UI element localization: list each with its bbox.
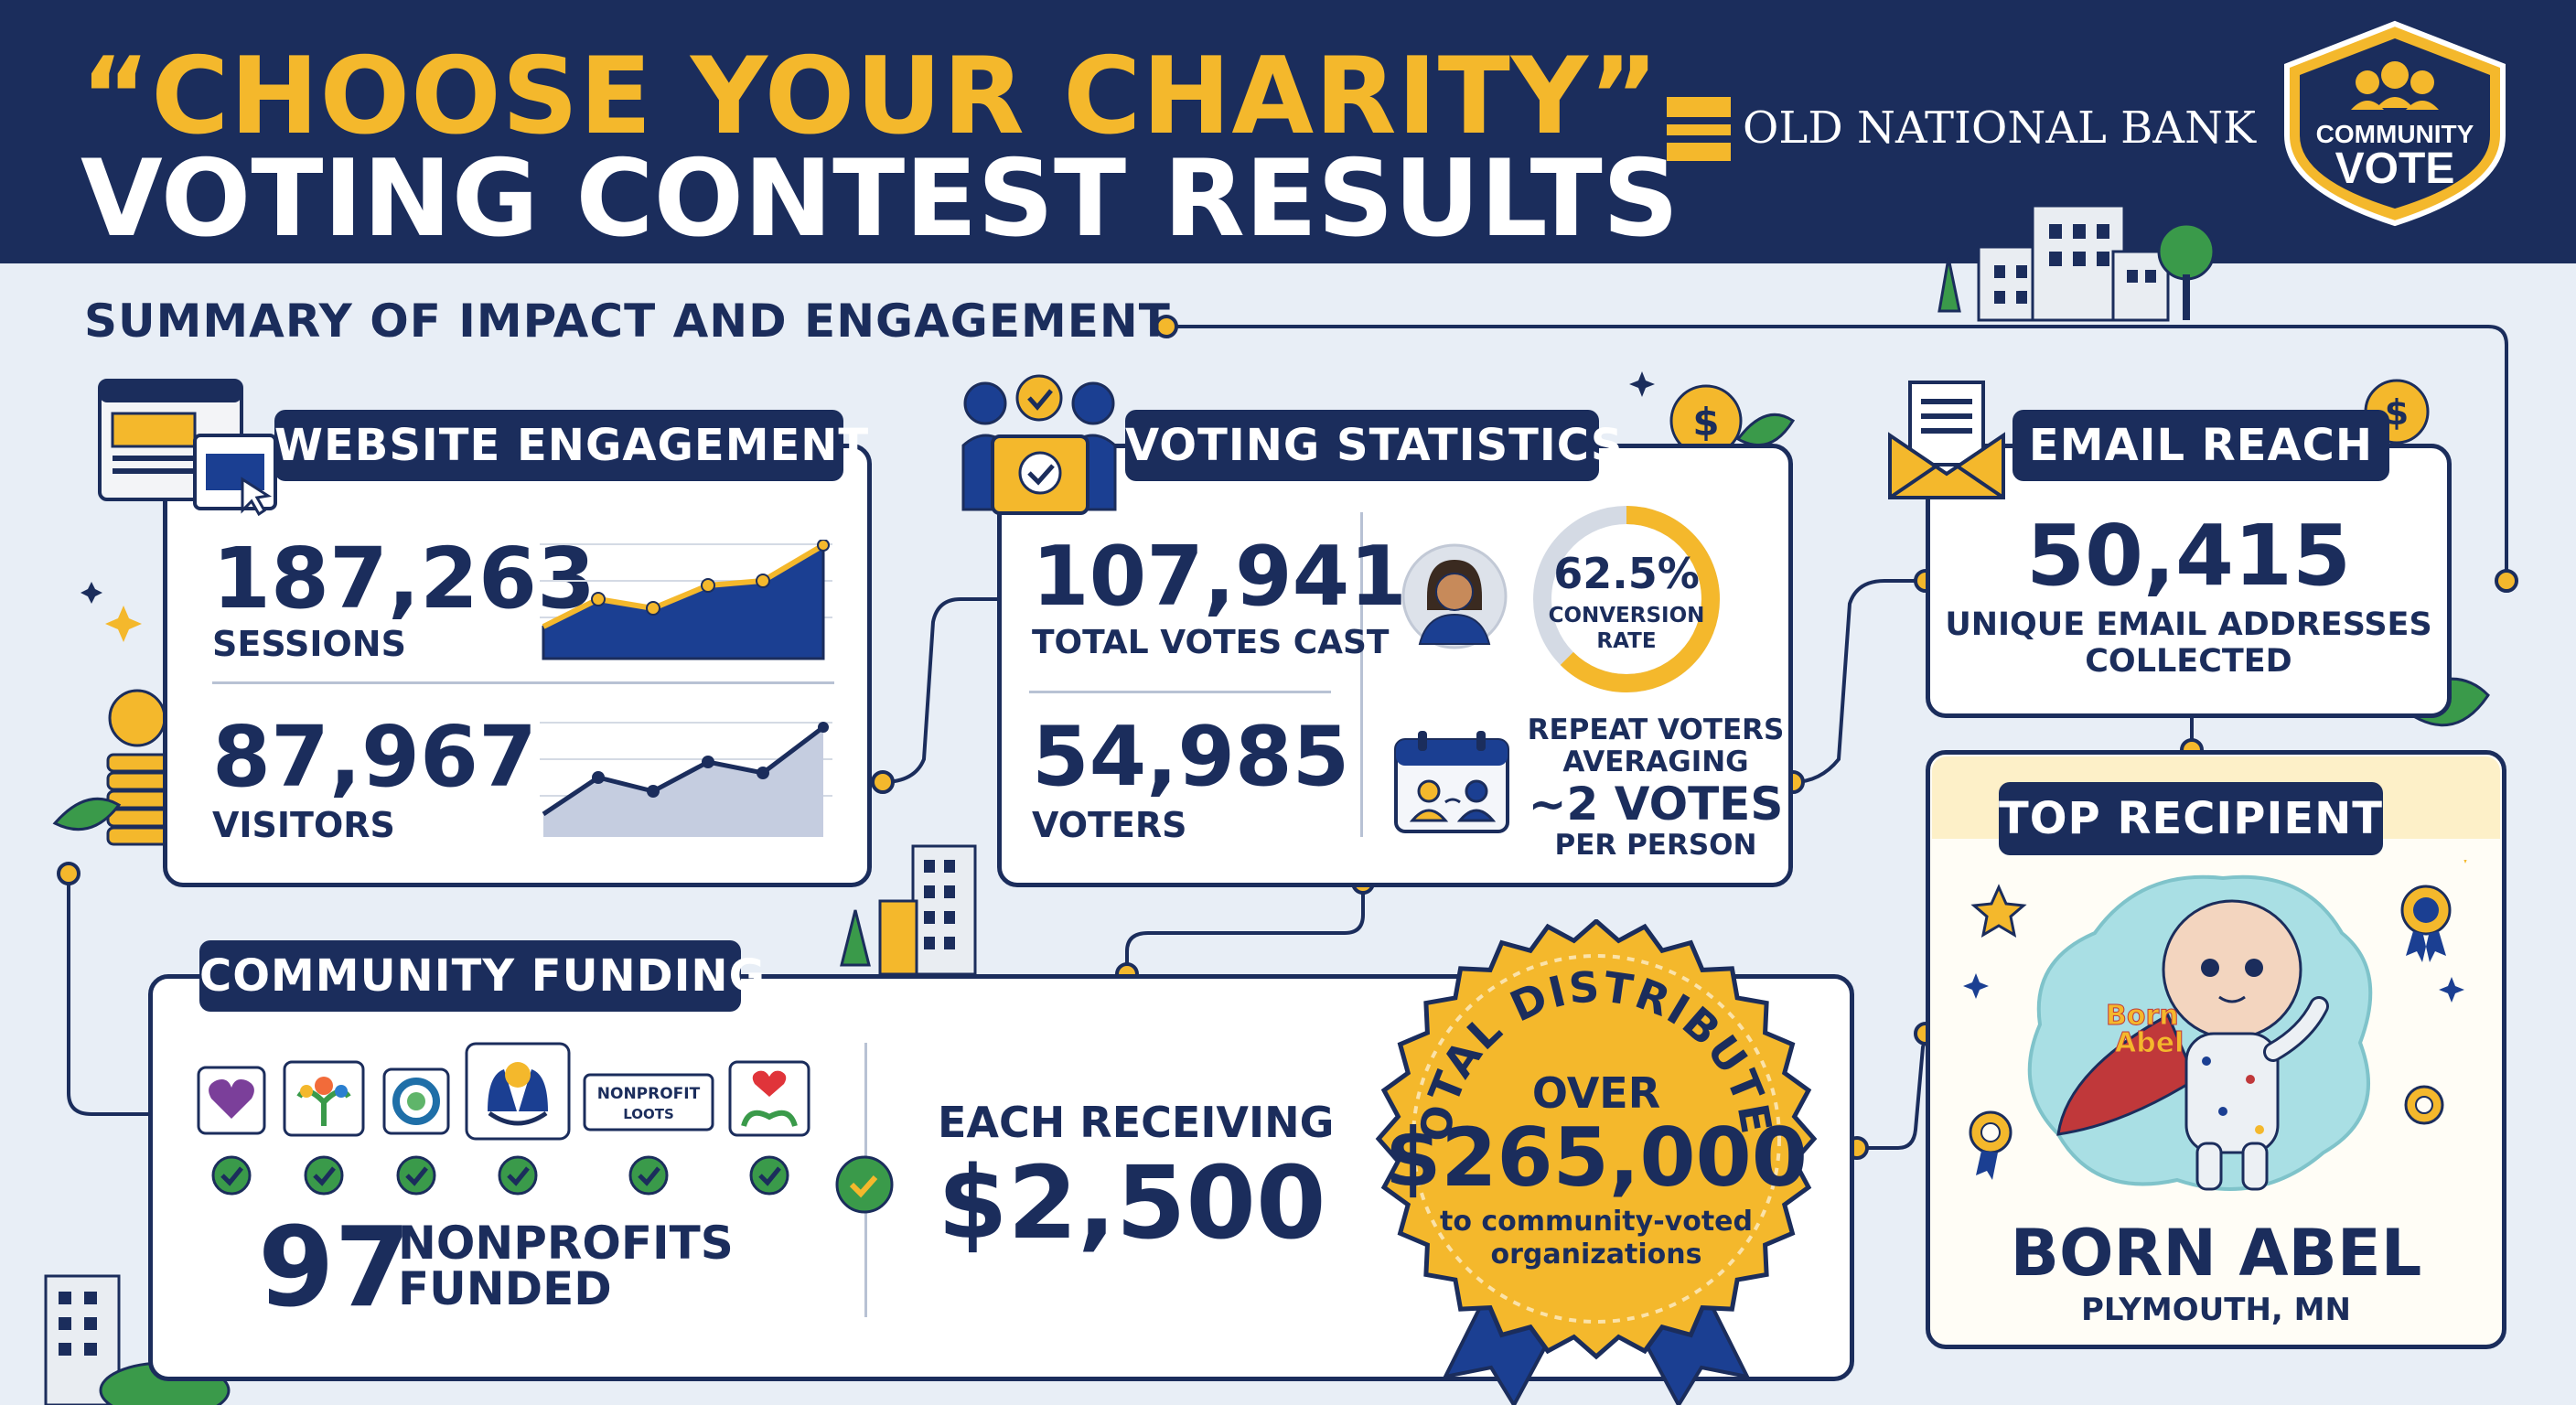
website-divider	[212, 681, 834, 684]
conversion-label-2: RATE	[1596, 629, 1657, 653]
title-line-2: VOTING CONTEST RESULTS	[80, 137, 1680, 261]
art-text-2: Abel	[2115, 1027, 2184, 1059]
email-reach-card	[1926, 444, 2452, 718]
badge-line-1: COMMUNITY	[2316, 120, 2474, 148]
total-votes-label: TOTAL VOTES CAST	[1032, 624, 1390, 661]
voter-avatar	[1401, 543, 1508, 649]
voters-ballot-icon	[961, 374, 1117, 515]
summary-heading: SUMMARY OF IMPACT AND ENGAGEMENT	[84, 295, 1171, 348]
each-receiving-value: $2,500	[938, 1144, 1326, 1261]
visitors-chart-icon	[540, 722, 832, 837]
repeat-voters-line-4: PER PERSON	[1554, 829, 1757, 862]
sessions-label: SESSIONS	[212, 624, 406, 664]
voters-label: VOTERS	[1032, 805, 1187, 845]
nonprofit-logos-row: NONPROFIT LOOTS	[197, 1042, 810, 1196]
logo-text-2: LOOTS	[623, 1106, 674, 1122]
bank-logo-icon	[1667, 97, 1731, 161]
logo-text-1: NONPROFIT	[597, 1085, 701, 1103]
calendar-users-icon	[1394, 731, 1509, 833]
community-funding-title: COMMUNITY FUNDING	[199, 940, 765, 1012]
community-vote-badge: COMMUNITY VOTE	[2284, 20, 2506, 227]
nonprofits-count: 97	[258, 1205, 411, 1332]
voting-divider-h	[1029, 691, 1331, 693]
each-receiving-label: EACH RECEIVING	[938, 1098, 1335, 1147]
total-votes-value: 107,941	[1032, 529, 1407, 625]
recipient-artwork: Born Abel	[1963, 860, 2467, 1191]
art-text-1: Born	[2106, 1000, 2179, 1032]
badge-line-2: VOTE	[2335, 145, 2455, 193]
visitors-label: VISITORS	[212, 805, 395, 845]
top-recipient-title: TOP RECIPIENT	[1999, 782, 2383, 855]
arrow-check-icon	[835, 1155, 894, 1214]
title-line-1: “CHOOSE YOUR CHARITY”	[80, 35, 1660, 158]
voters-value: 54,985	[1032, 709, 1350, 805]
conversion-label-1: CONVERSION	[1548, 604, 1705, 627]
email-value: 50,415	[2025, 507, 2352, 605]
conversion-value: 62.5%	[1553, 549, 1700, 598]
sessions-value: 187,263	[212, 530, 596, 627]
header-banner	[0, 0, 2576, 263]
repeat-voters-line-2: AVERAGING	[1562, 745, 1749, 778]
svg-text:$: $	[1692, 400, 1719, 445]
email-label-2: COLLECTED	[2085, 643, 2292, 680]
voting-divider-v	[1360, 512, 1363, 837]
nonprofits-label-1: NONPROFITS	[398, 1217, 734, 1270]
sessions-chart-icon	[540, 540, 832, 660]
repeat-voters-line-3: ~2 VOTES	[1528, 778, 1784, 831]
recipient-name: BORN ABEL	[2010, 1216, 2422, 1291]
recipient-location: PLYMOUTH, MN	[2081, 1292, 2351, 1328]
email-reach-title: EMAIL REACH	[2012, 410, 2389, 481]
visitors-value: 87,967	[212, 708, 538, 806]
voting-statistics-title: VOTING STATISTICS	[1125, 410, 1622, 481]
total-sub-2: organizations	[1490, 1239, 1702, 1271]
email-label-1: UNIQUE EMAIL ADDRESSES	[1945, 606, 2432, 643]
nonprofits-label-2: FUNDED	[398, 1262, 612, 1315]
repeat-voters-line-1: REPEAT VOTERS	[1527, 713, 1785, 746]
bank-name: OLD NATIONAL BANK	[1743, 102, 2256, 154]
total-sub-1: to community-voted	[1440, 1206, 1753, 1238]
total-distributed-seal: TOTAL DISTRIBUTED	[1363, 919, 1818, 1405]
email-envelope-icon	[1888, 381, 2005, 499]
total-over: OVER	[1531, 1068, 1661, 1118]
conversion-ring	[1533, 506, 1720, 692]
total-amount: $265,000	[1384, 1110, 1809, 1205]
website-engagement-title: WEBSITE ENGAGEMENT	[274, 410, 868, 481]
browser-window-icon	[98, 379, 277, 517]
